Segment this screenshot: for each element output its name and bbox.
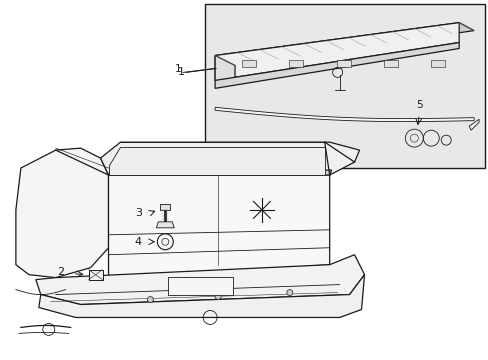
Text: 1: 1: [174, 64, 181, 75]
Bar: [336, 60, 350, 67]
Bar: [289, 60, 303, 67]
Polygon shape: [215, 42, 458, 88]
Polygon shape: [108, 175, 329, 280]
Polygon shape: [215, 55, 235, 82]
Text: 4: 4: [135, 237, 142, 247]
Bar: [383, 60, 397, 67]
Bar: [160, 204, 170, 210]
Bar: [205, 4, 484, 168]
Polygon shape: [101, 142, 359, 175]
Bar: [88, 270, 102, 280]
Polygon shape: [16, 148, 108, 278]
Circle shape: [215, 293, 221, 300]
Circle shape: [147, 297, 153, 302]
Text: 5: 5: [415, 100, 422, 110]
Polygon shape: [36, 255, 364, 305]
Polygon shape: [156, 222, 174, 228]
Bar: [242, 60, 255, 67]
Text: 1: 1: [177, 67, 184, 77]
Polygon shape: [215, 23, 473, 66]
Text: 3: 3: [135, 208, 142, 218]
Polygon shape: [215, 23, 458, 80]
Polygon shape: [215, 107, 473, 122]
Polygon shape: [39, 275, 364, 318]
Bar: [168, 276, 233, 294]
Text: 2: 2: [57, 267, 64, 276]
Polygon shape: [108, 170, 331, 175]
Bar: [430, 60, 444, 67]
Polygon shape: [468, 119, 478, 130]
Polygon shape: [108, 147, 324, 175]
Circle shape: [286, 289, 292, 296]
